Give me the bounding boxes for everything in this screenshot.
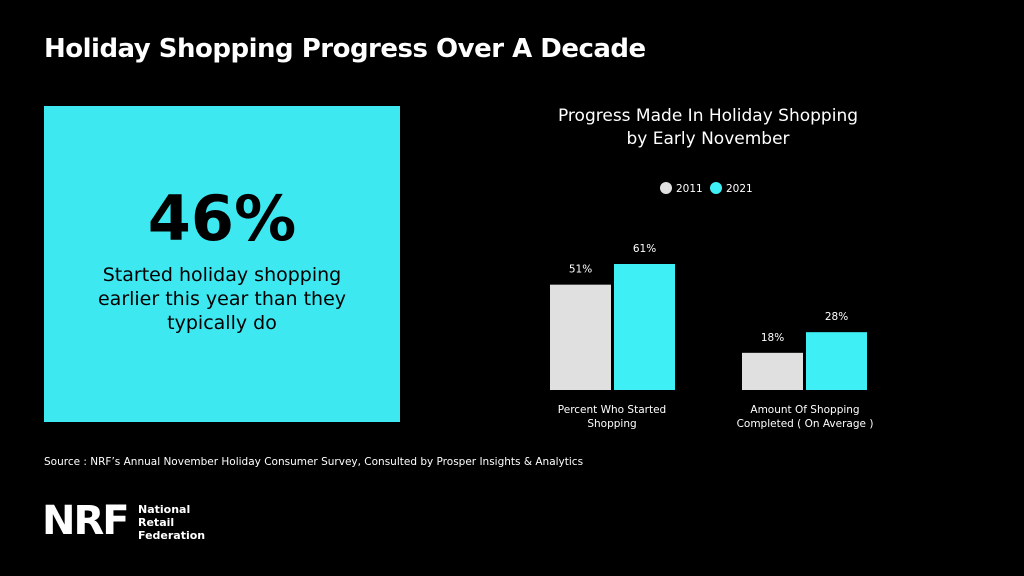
bar (742, 352, 803, 390)
stat-value: 46% (147, 182, 297, 255)
value-label: 61% (633, 243, 656, 255)
stat-text: Started holiday shopping earlier this ye… (97, 264, 347, 334)
bar (614, 264, 675, 390)
source: Source : NRF’s Annual November Holiday C… (44, 456, 584, 468)
page-title: Holiday Shopping Progress Over A Decade (44, 34, 646, 64)
chart-title: Progress Made In Holiday Shopping by Ear… (557, 106, 859, 149)
value-label: 51% (569, 264, 592, 276)
category-label: Percent Who Started Shopping (557, 404, 667, 430)
legend-label: 2011 (676, 183, 703, 195)
category-label: Amount Of Shopping Completed ( On Averag… (736, 404, 874, 430)
value-label: 28% (825, 311, 848, 323)
value-label: 18% (761, 332, 784, 344)
legend-swatch (710, 182, 722, 194)
legend-label: 2021 (726, 183, 753, 195)
legend-swatch (660, 182, 672, 194)
logo-mark: NRF (42, 498, 130, 544)
logo-name: National Retail Federation (138, 503, 206, 542)
stat-box (44, 106, 400, 422)
bar (806, 332, 867, 390)
bar (550, 284, 611, 390)
